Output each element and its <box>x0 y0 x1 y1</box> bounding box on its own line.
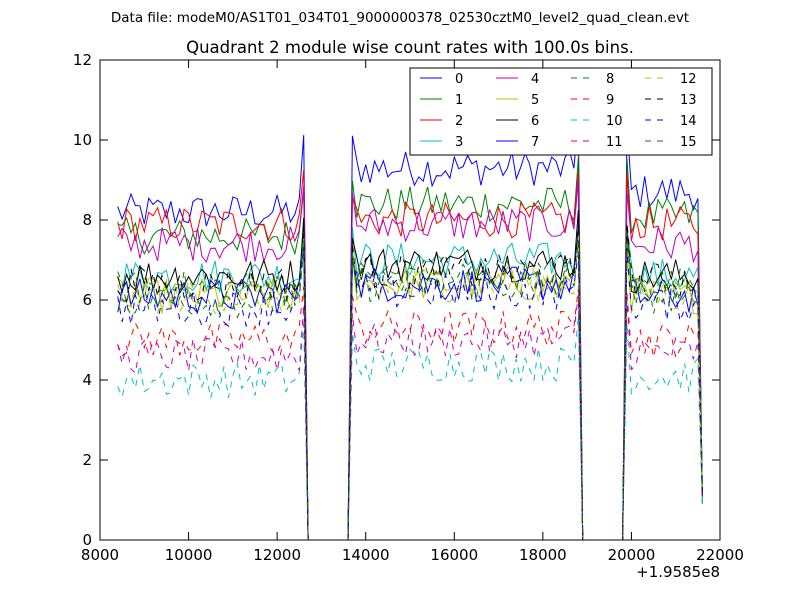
legend-label-5: 5 <box>531 93 539 108</box>
y-tick-label: 6 <box>82 291 92 309</box>
legend-label-9: 9 <box>606 93 614 108</box>
y-tick-label: 10 <box>73 131 92 149</box>
y-tick-label: 4 <box>82 371 92 389</box>
y-tick-label: 8 <box>82 211 92 229</box>
x-tick-label: 12000 <box>253 546 301 564</box>
chart-title: Quadrant 2 module wise count rates with … <box>186 38 634 57</box>
legend-label-12: 12 <box>680 72 697 87</box>
x-tick-label: 20000 <box>608 546 656 564</box>
legend-label-0: 0 <box>455 72 463 87</box>
legend-label-8: 8 <box>606 72 614 87</box>
y-tick-label: 2 <box>82 451 92 469</box>
tick-layer: 8000 10000 12000 14000 16000 18000 20000 22000 0… <box>73 51 744 564</box>
legend-label-11: 11 <box>606 135 623 150</box>
legend-label-3: 3 <box>455 135 463 150</box>
x-tick-label: 16000 <box>430 546 478 564</box>
legend-label-14: 14 <box>680 114 697 129</box>
x-offset-label: +1.9585e8 <box>636 563 720 581</box>
series-line-11 <box>117 294 703 541</box>
legend-label-6: 6 <box>531 114 539 129</box>
y-tick-label: 0 <box>82 531 92 549</box>
series-line-15 <box>117 239 703 541</box>
series-layer <box>117 118 703 541</box>
legend-label-1: 1 <box>455 93 463 108</box>
x-tick-label: 18000 <box>519 546 567 564</box>
legend-label-13: 13 <box>680 93 697 108</box>
x-tick-label: 8000 <box>81 546 119 564</box>
x-tick-label: 10000 <box>165 546 213 564</box>
legend-label-4: 4 <box>531 72 539 87</box>
legend-label-2: 2 <box>455 114 463 129</box>
legend-label-7: 7 <box>531 135 539 150</box>
suptitle: Data file: modeM0/AS1T01_034T01_90000003… <box>111 10 689 26</box>
legend-label-15: 15 <box>680 135 697 150</box>
legend-label-10: 10 <box>606 114 623 129</box>
x-tick-label: 22000 <box>696 546 744 564</box>
y-tick-label: 12 <box>73 51 92 69</box>
x-tick-label: 14000 <box>342 546 390 564</box>
